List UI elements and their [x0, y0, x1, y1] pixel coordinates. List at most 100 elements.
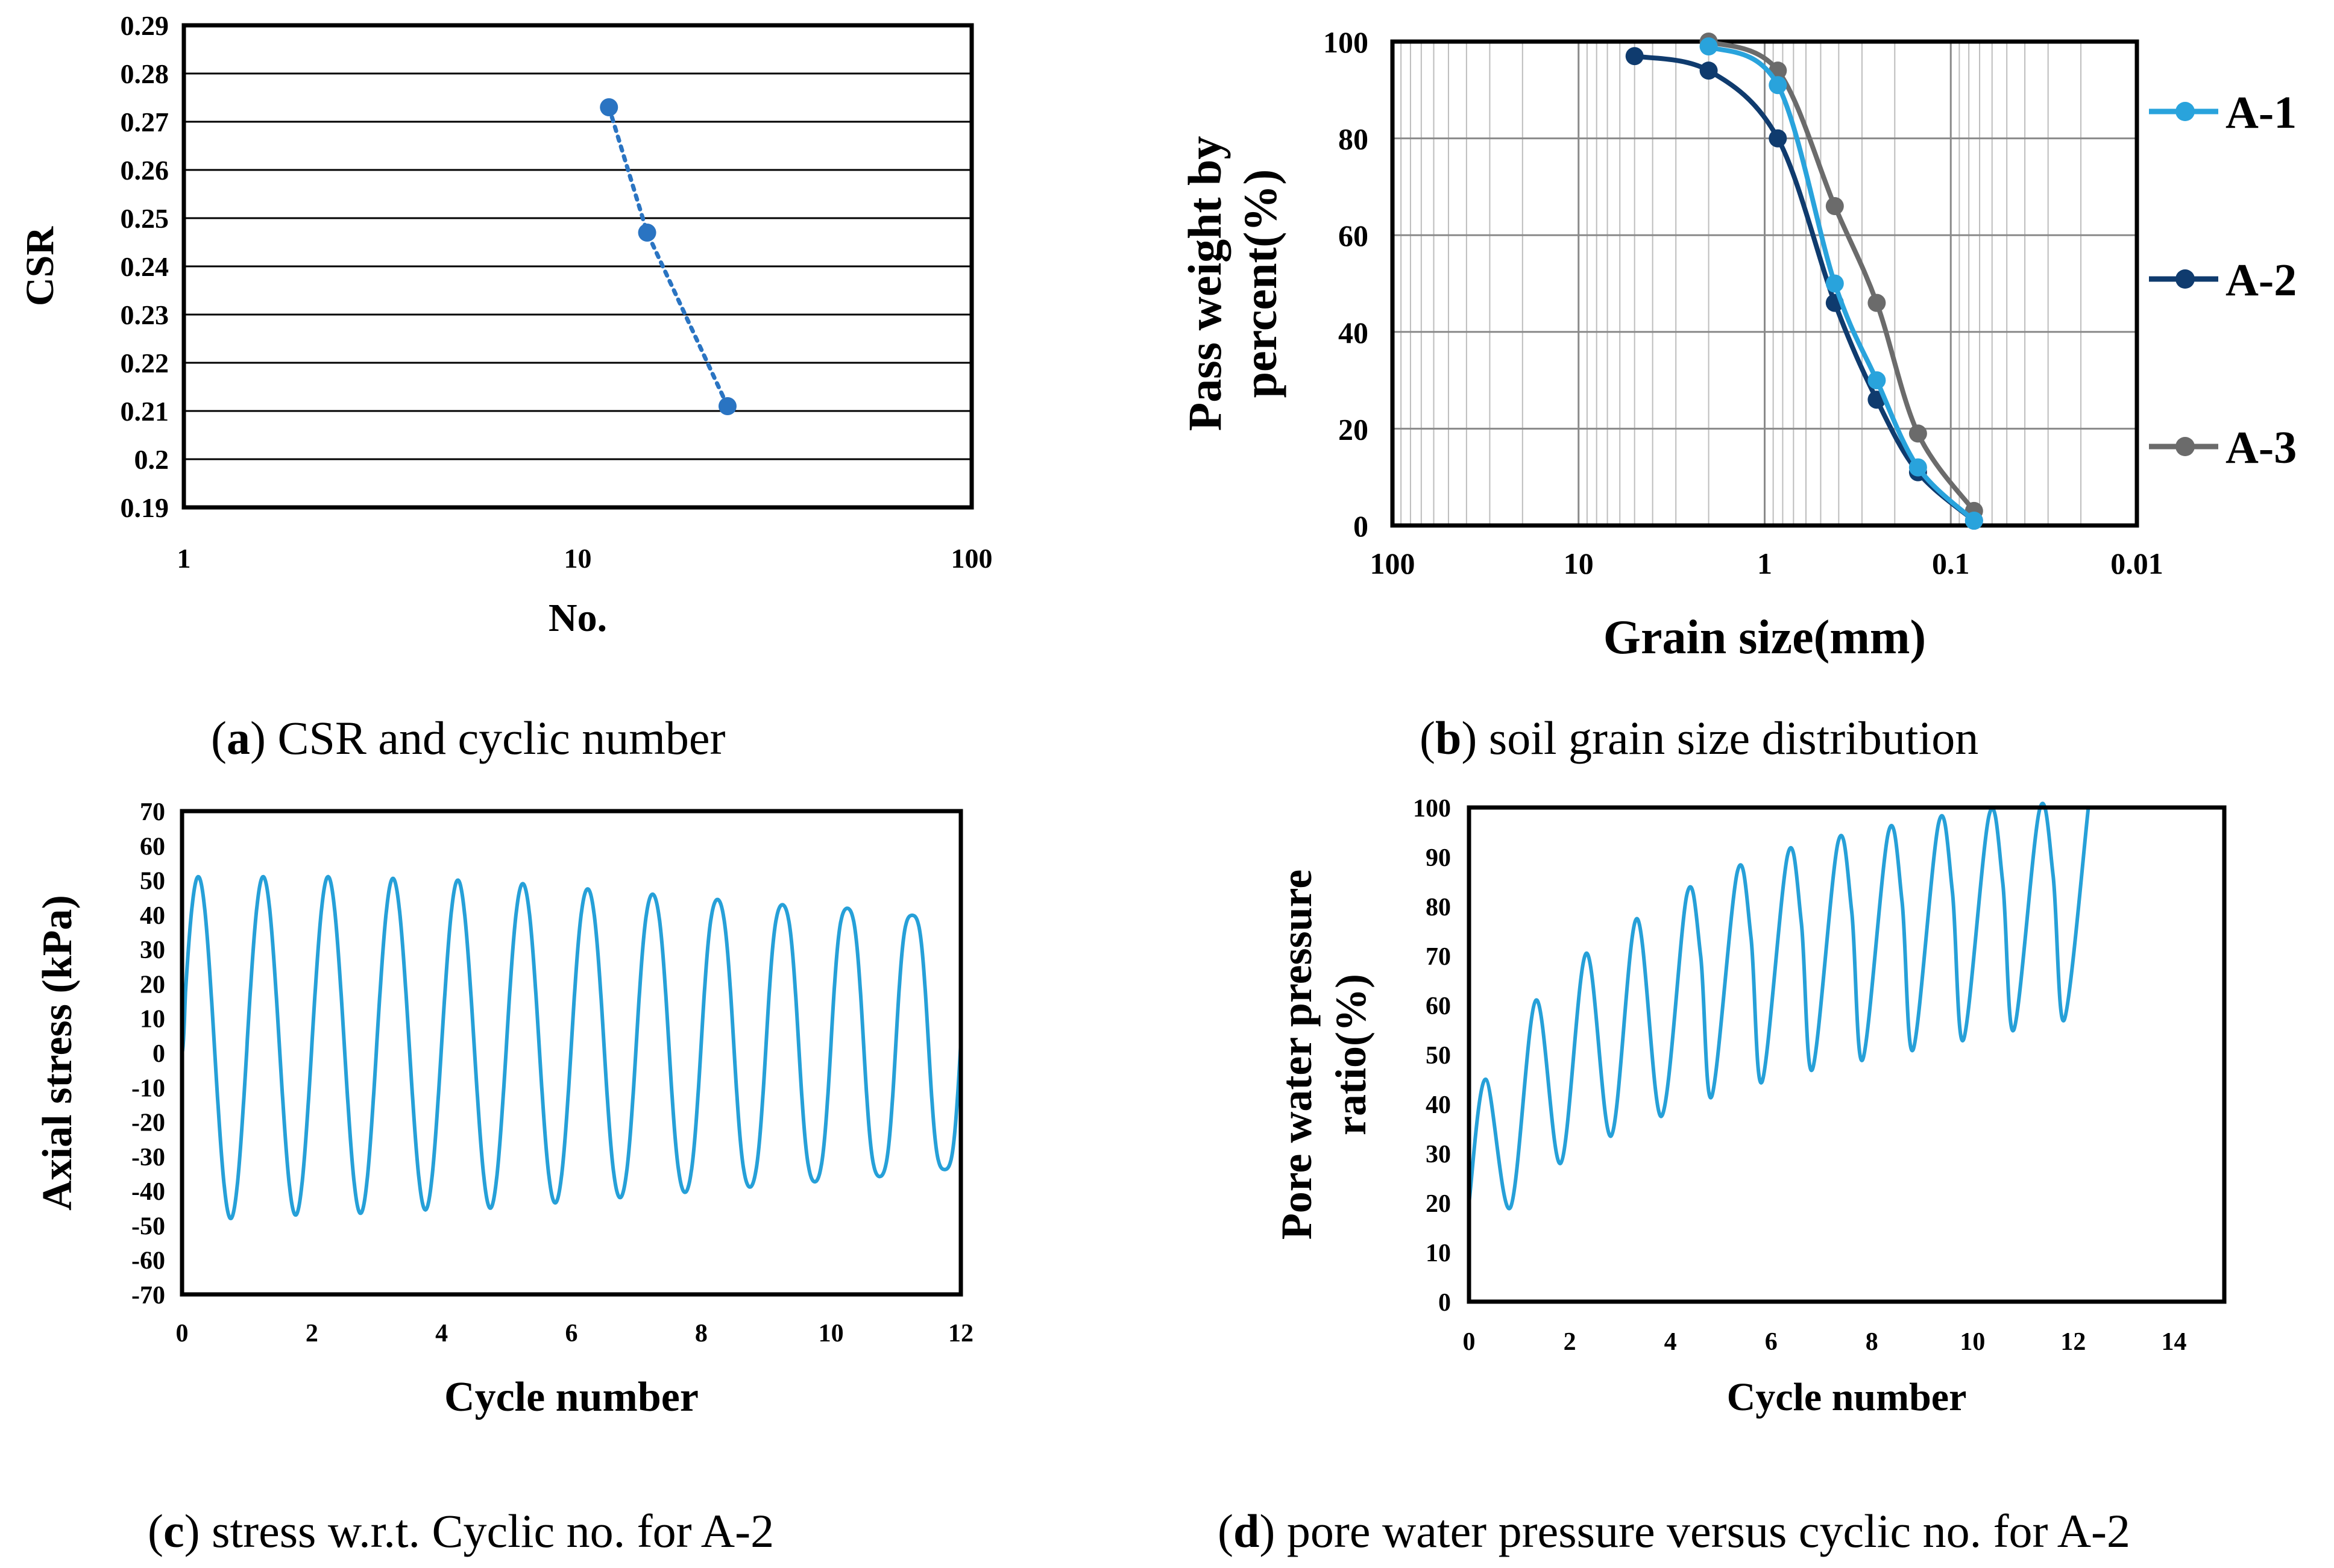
y-tick-label: 10	[1426, 1240, 1451, 1267]
x-tick-label: 8	[695, 1320, 708, 1347]
y-axis-label-line: Pore water pressure	[1272, 870, 1321, 1240]
y-tick-label: -60	[131, 1247, 165, 1275]
x-tick-label: 0	[176, 1320, 189, 1347]
y-tick-label: 0.28	[121, 58, 169, 89]
legend-label-a-3: A-3	[2225, 422, 2297, 473]
y-tick-label: 0.21	[121, 396, 169, 427]
caption-a-letter: a	[227, 712, 250, 764]
y-axis-label: Axial stress (kPa)	[34, 895, 81, 1211]
y-tick-label: 0.25	[121, 203, 169, 234]
x-tick-label: 4	[435, 1320, 448, 1347]
y-tick-label: 100	[1413, 795, 1451, 823]
legend-marker-a-3	[2175, 437, 2195, 456]
y-tick-label: 0.26	[121, 155, 169, 186]
panel-a-csr-chart: 0.19 0.2 0.21 0.22 0.23 0.24 0.25 0.26 0.27 0.28 0…	[18, 10, 993, 640]
y-tick-label: 0.22	[121, 348, 169, 378]
x-tick-label: 10	[564, 543, 592, 574]
x-tick-label: 0.1	[1932, 547, 1970, 580]
y-tick-label: 20	[1426, 1190, 1451, 1218]
series-point-a-2	[1625, 47, 1644, 66]
y-tick-label: 20	[140, 971, 165, 999]
axial-stress-line	[180, 874, 963, 1221]
plot-frame	[1467, 805, 2227, 1304]
y-tick-label: 70	[140, 798, 165, 826]
series-point-a-1	[1867, 371, 1886, 390]
series-point-a-3	[1867, 293, 1886, 312]
y-tick-label: 60	[140, 833, 165, 861]
x-tick-label: 0.01	[2110, 547, 2163, 580]
y-tick-label: 50	[140, 868, 165, 895]
y-tick-label: 80	[1338, 122, 1368, 156]
y-tick-label: -30	[131, 1144, 165, 1171]
x-tick-label: 1	[177, 543, 191, 574]
y-axis-label: Pass weight bypercent(%)	[1178, 136, 1286, 431]
y-tick-label: 0.27	[121, 107, 169, 137]
panel-c-axial-stress-chart: -70 -60 -50 -40 -30 -20 -10 0 10 20 30 40 50 60 70 0 2 4 6…	[34, 798, 974, 1420]
x-tick-label: 100	[1370, 547, 1415, 580]
csr-point	[718, 397, 737, 415]
y-axis-label: CSR	[18, 226, 62, 306]
y-tick-label: -40	[131, 1178, 165, 1206]
legend-marker-a-1	[2175, 102, 2195, 121]
series-point-a-3	[1908, 424, 1927, 443]
y-tick-label: -10	[131, 1074, 165, 1102]
x-tick-label: 6	[1765, 1328, 1778, 1356]
pore-pressure-line	[1467, 801, 2090, 1211]
x-tick-label: 10	[1960, 1328, 1985, 1356]
caption-a-text: ) CSR and cyclic number	[250, 712, 726, 764]
y-tick-label: 40	[1426, 1091, 1451, 1119]
x-tick-label: 10	[1564, 547, 1594, 580]
caption-d-text: ) pore water pressure versus cyclic no. …	[1259, 1505, 2130, 1557]
y-tick-label: 0.23	[121, 299, 169, 330]
x-tick-label: 6	[565, 1320, 578, 1347]
y-tick-label: 0	[1353, 509, 1368, 543]
x-axis-label: Grain size(mm)	[1603, 611, 1926, 664]
x-tick-label: 2	[1564, 1328, 1576, 1356]
y-tick-label: 70	[1426, 943, 1451, 971]
y-tick-label: 40	[140, 902, 165, 930]
y-tick-label: 20	[1338, 412, 1368, 446]
caption-b: (b) soil grain size distribution	[1420, 712, 1978, 764]
series-point-a-1	[1699, 37, 1718, 56]
y-tick-label: 0.19	[121, 492, 169, 523]
x-tick-label: 4	[1664, 1328, 1677, 1356]
x-tick-label: 14	[2161, 1328, 2186, 1356]
caption-c: (c) stress w.r.t. Cyclic no. for A-2	[148, 1505, 774, 1557]
y-axis-label-line: Pass weight by	[1178, 136, 1231, 431]
caption-b-letter: b	[1435, 712, 1461, 764]
x-axis-label: Cycle number	[444, 1374, 699, 1420]
legend-label-a-2: A-2	[2225, 255, 2297, 306]
caption-d-letter: d	[1233, 1505, 1259, 1557]
x-axis-label: No.	[549, 596, 607, 640]
series-point-a-2	[1699, 61, 1718, 80]
series-point-a-3	[1825, 197, 1844, 216]
series-point-a-1	[1825, 274, 1844, 293]
plot-frame	[180, 809, 963, 1297]
csr-point	[638, 224, 656, 242]
series-line-a-3	[1708, 39, 1977, 513]
y-tick-label: -50	[131, 1212, 165, 1240]
x-tick-label: 1	[1757, 547, 1772, 580]
y-tick-label: 40	[1338, 316, 1368, 350]
panel-b-grain-size-chart: 100 10 1 0.1 0.01 0 20 40 60 80 100 Grain size(mm) P…	[1178, 25, 2297, 664]
series-point-a-1	[1908, 458, 1927, 477]
y-axis-label-line: ratio(%)	[1327, 974, 1375, 1135]
y-tick-label: 80	[1426, 894, 1451, 921]
y-tick-label: 100	[1323, 25, 1368, 59]
series-point-a-1	[1769, 76, 1787, 95]
x-tick-label: 2	[306, 1320, 318, 1347]
y-tick-label: 30	[140, 936, 165, 964]
plot-frame	[181, 23, 974, 510]
x-tick-label: 12	[948, 1320, 974, 1347]
caption-c-text: ) stress w.r.t. Cyclic no. for A-2	[184, 1505, 774, 1557]
series-point-a-2	[1769, 129, 1787, 148]
y-tick-label: 60	[1426, 993, 1451, 1020]
caption-a: (a) CSR and cyclic number	[211, 712, 726, 764]
y-tick-label: 0	[153, 1040, 165, 1068]
y-tick-label: 50	[1426, 1042, 1451, 1070]
x-tick-label: 100	[951, 543, 993, 574]
x-tick-label: 0	[1463, 1328, 1476, 1356]
csr-trend-line	[606, 105, 730, 409]
y-tick-label: 0.24	[121, 251, 169, 282]
